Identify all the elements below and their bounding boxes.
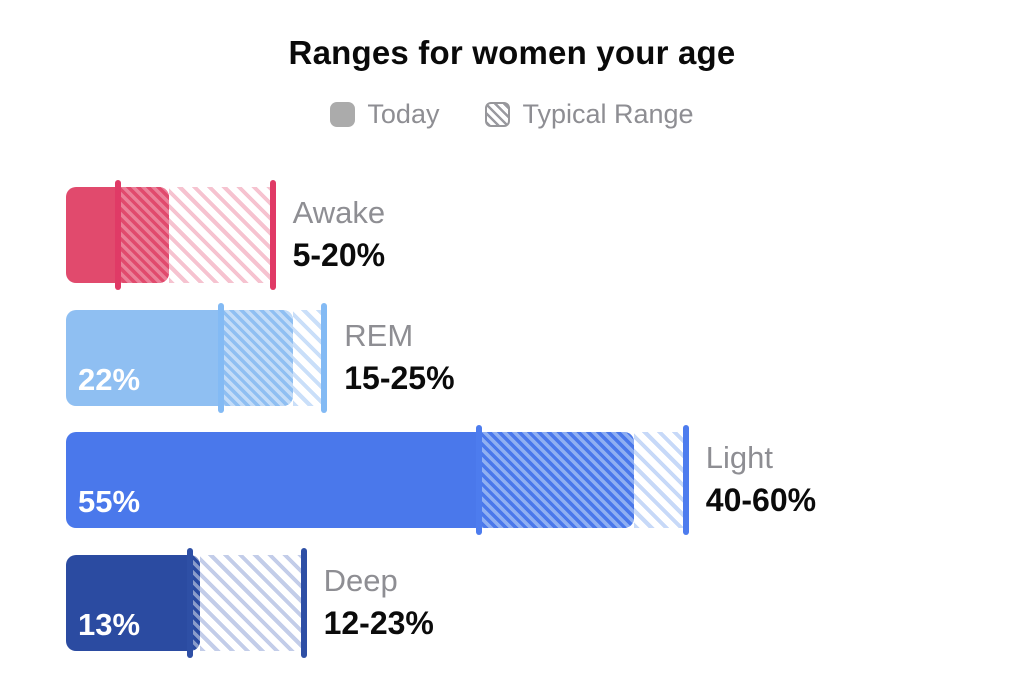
bar-row-deep: 13% Deep 12-23% [66,548,1016,658]
bar-value-label: 55% [78,484,141,519]
range-end-marker [300,548,307,658]
typical-range-hatch [634,432,686,528]
range-start-marker [114,180,121,290]
bar-labels: Deep 12-23% [324,561,434,645]
stage-range-label: 12-23% [323,605,434,641]
chart-legend: Today Typical Range [0,99,1024,130]
bar-labels: REM 15-25% [344,316,454,400]
typical-range-hatch-over-bar [479,432,635,528]
typical-range-swatch-icon [485,102,511,127]
typical-range-hatch-over-bar [220,310,294,406]
range-start-marker [186,548,193,658]
range-end-marker [682,425,689,535]
today-swatch-icon [330,102,356,127]
range-start-marker [217,303,224,413]
typical-range-hatch-over-bar [189,555,201,651]
legend-item-today: Today [330,99,439,130]
legend-item-typical-range: Typical Range [485,99,694,130]
bar-labels: Awake 5-20% [293,193,386,277]
range-end-marker [269,180,276,290]
bar-value-label: 22% [78,362,141,397]
today-bar [66,555,201,651]
range-start-marker [476,425,483,535]
bar-chart: Awake 5-20% 22% REM 15-25% 55% Light [66,180,1016,658]
stage-name-label: Awake [292,195,386,230]
typical-range-hatch-over-bar [117,187,170,283]
typical-range-hatch [200,555,304,651]
chart-title: Ranges for women your age [288,34,736,71]
typical-range-hatch [293,310,325,406]
bar-labels: Light 40-60% [706,438,816,522]
bar-row-light: 55% Light 40-60% [66,425,1016,535]
stage-range-label: 15-25% [344,360,455,396]
legend-today-label: Today [367,99,440,129]
stage-name-label: Light [705,440,774,475]
stage-name-label: Deep [323,563,398,598]
bar-value-label: 13% [78,607,141,642]
bar-row-awake: Awake 5-20% [66,180,1016,290]
stage-range-label: 5-20% [292,237,386,273]
legend-typical-range-label: Typical Range [522,99,694,129]
typical-range-hatch [169,187,273,283]
bar-row-rem: 22% REM 15-25% [66,303,1016,413]
stage-name-label: REM [344,318,414,353]
range-end-marker [321,303,328,413]
stage-range-label: 40-60% [705,482,817,518]
